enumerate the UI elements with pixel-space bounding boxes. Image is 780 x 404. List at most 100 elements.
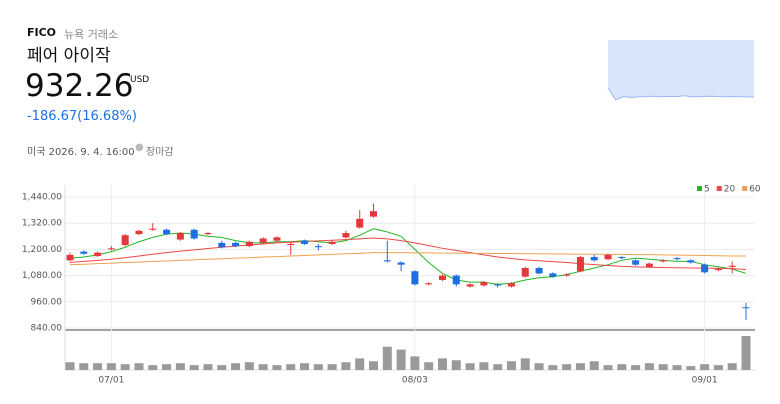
volume-bar	[327, 364, 337, 370]
candle-body	[135, 230, 143, 235]
volume-bar	[203, 364, 213, 370]
candle-body	[259, 238, 267, 243]
candle-body	[645, 263, 653, 267]
candle-body	[218, 242, 226, 248]
candle-body	[521, 267, 529, 277]
volume-bar	[700, 364, 710, 370]
market-status: 장마감	[146, 147, 174, 158]
volume-bar	[575, 363, 585, 370]
sparkline-line	[607, 87, 755, 101]
volume-bar	[217, 365, 227, 370]
volume-bar	[603, 365, 613, 370]
candle-body	[94, 252, 102, 256]
candle-body	[273, 237, 281, 241]
candle-body	[425, 283, 433, 285]
candle-body	[370, 211, 378, 217]
volume-bar	[244, 362, 254, 370]
candle-body	[549, 273, 557, 277]
x-tick-label: 07/01	[98, 376, 124, 386]
legend-label: 20	[724, 185, 736, 195]
candle-body	[632, 260, 640, 265]
volume-bar	[410, 356, 420, 370]
volume-bar	[120, 364, 130, 370]
candle-body	[121, 235, 129, 246]
candle-body	[452, 275, 460, 285]
volume-bar	[534, 363, 544, 370]
volume-bar	[493, 364, 503, 370]
legend-label: 60	[749, 185, 761, 195]
legend-swatch	[716, 186, 722, 191]
volume-bar	[644, 363, 654, 370]
legend-label: 5	[704, 185, 710, 195]
candle-body	[673, 258, 681, 260]
volume-bar	[424, 362, 434, 370]
candle-body	[66, 254, 74, 261]
candle-body	[701, 264, 709, 273]
candle-body	[438, 275, 446, 280]
volume-bar	[520, 358, 530, 370]
volume-bar	[465, 363, 475, 370]
candle-body	[535, 267, 543, 274]
legend-swatch	[742, 186, 748, 191]
volume-bar	[548, 365, 558, 370]
volume-bar	[134, 363, 144, 370]
volume-bar	[286, 364, 296, 370]
dot: ●	[135, 142, 144, 153]
candle-body	[480, 282, 488, 286]
candle-body	[618, 257, 626, 259]
volume-bar	[258, 364, 268, 370]
candle-body	[466, 284, 474, 287]
volume-bar	[148, 365, 158, 370]
candle-body	[149, 228, 157, 230]
candle-body	[383, 260, 391, 262]
ma-line	[69, 237, 747, 270]
candle-body	[314, 246, 322, 248]
volume-bar	[396, 349, 406, 370]
volume-bar	[437, 358, 447, 370]
candle-body	[163, 229, 171, 235]
exchange: 뉴욕 거래소	[64, 28, 119, 41]
y-tick-label: 840.00	[31, 324, 63, 334]
ma-line	[69, 252, 746, 266]
candle-body	[204, 233, 212, 235]
volume-bar	[93, 363, 103, 370]
candle-body	[356, 218, 364, 228]
candle-body	[176, 233, 184, 240]
y-tick-label: 960.00	[31, 297, 63, 307]
ticker: FICO	[27, 26, 57, 39]
volume-bar	[79, 363, 89, 370]
candle-body	[576, 257, 584, 272]
volume-bar	[300, 363, 310, 370]
volume-bar	[65, 362, 75, 370]
volume-bar	[631, 365, 641, 370]
volume-bar	[506, 361, 516, 370]
y-tick-label: 1,440.00	[22, 193, 62, 203]
candle-body	[604, 254, 612, 260]
candle-body	[342, 233, 350, 238]
volume-bar	[686, 366, 696, 370]
volume-bar	[658, 364, 668, 370]
volume-bar	[369, 361, 379, 370]
volume-bar	[479, 362, 489, 370]
x-tick-label: 09/01	[692, 376, 718, 386]
candle-body	[80, 251, 88, 254]
candle-body	[563, 274, 571, 276]
volume-bar	[672, 365, 682, 370]
volume-bar	[175, 363, 185, 370]
volume-bar	[106, 363, 116, 370]
candle-body	[659, 260, 667, 262]
candle-body	[411, 271, 419, 285]
candle-body	[507, 283, 515, 287]
x-tick-label: 08/03	[402, 376, 428, 386]
timestamp: 미국 2026. 9. 4. 16:00	[27, 147, 135, 158]
volume-bar	[741, 336, 751, 370]
volume-bar	[451, 360, 461, 370]
stock-name: 페어 아이작	[27, 46, 111, 66]
y-tick-label: 1,200.00	[22, 245, 62, 255]
volume-bar	[589, 361, 599, 370]
candle-body	[107, 248, 115, 250]
price: 932.26	[25, 68, 134, 104]
volume-bar	[341, 362, 351, 370]
